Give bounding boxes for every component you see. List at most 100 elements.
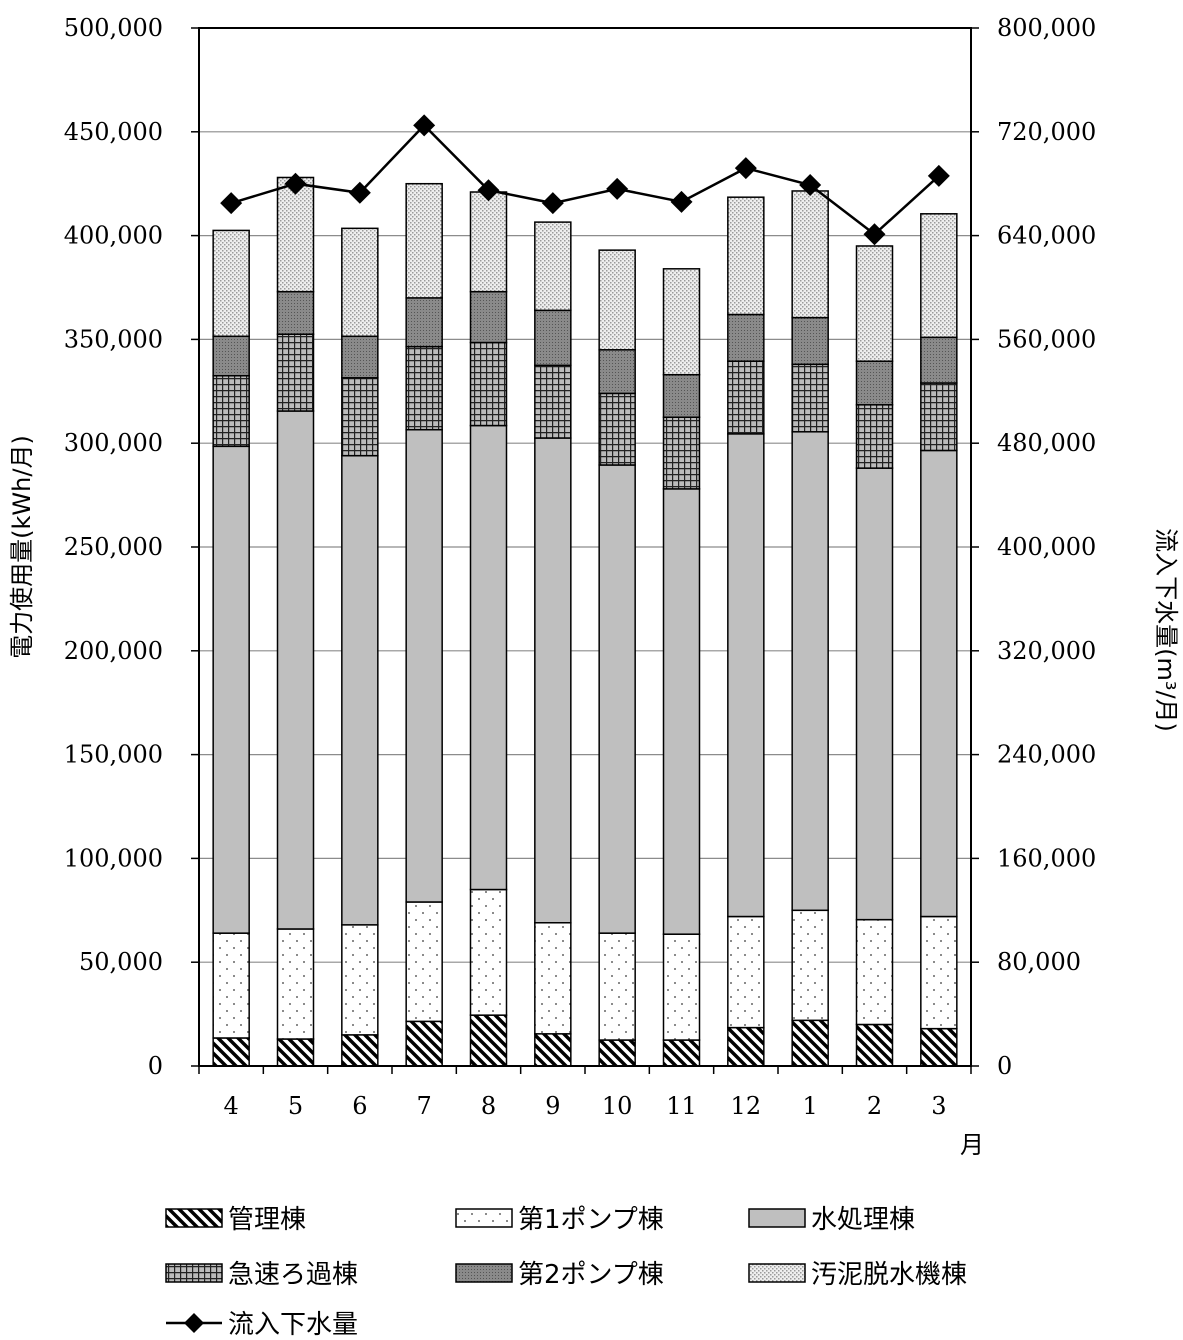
bar-segment (405, 297, 443, 348)
bar-segment (212, 229, 250, 338)
bar-segment (920, 336, 958, 384)
stacked-bars (212, 176, 958, 1067)
bar-segment (598, 392, 636, 466)
line-point (606, 177, 629, 200)
x-tick-label: 7 (417, 1092, 432, 1120)
line-point (670, 190, 693, 213)
y-tick-label-left: 350,000 (64, 325, 163, 353)
bar-segment (920, 382, 958, 452)
bar-segment (855, 360, 894, 406)
y-tick-label-right: 480,000 (997, 429, 1096, 457)
bar-segment (341, 377, 379, 457)
bar-segment (662, 268, 701, 376)
line-point (799, 173, 822, 196)
bar-segment (469, 424, 508, 891)
bar-segment (212, 932, 250, 1039)
y-tick-label-left: 150,000 (64, 741, 163, 769)
bar-segment (662, 373, 701, 418)
legend-swatch (165, 1208, 223, 1228)
bar-segment (791, 1019, 829, 1067)
gridlines (199, 131, 971, 963)
bar-segment (727, 433, 765, 918)
bar-segment (405, 182, 443, 299)
x-tick-label: 6 (352, 1092, 367, 1120)
line-point (413, 114, 436, 137)
bar-segment (534, 309, 572, 367)
bar-segment (212, 335, 250, 377)
y-tick-label-left: 100,000 (64, 844, 163, 872)
y-tick-label-right: 720,000 (997, 118, 1096, 146)
y-tick-label-right: 0 (997, 1052, 1012, 1080)
bar-segment (662, 488, 701, 935)
bar-segment (469, 191, 508, 293)
bar-segment (855, 245, 894, 362)
bar-segment (662, 933, 701, 1041)
legend-label: 急速ろ過棟 (228, 1260, 358, 1290)
bar-segment (855, 467, 894, 921)
bar-segment (405, 428, 443, 903)
x-tick-label: 2 (867, 1092, 882, 1120)
y-tick-label-right: 160,000 (997, 844, 1096, 872)
x-tick-label: 3 (931, 1092, 946, 1120)
bar-segment (662, 1039, 701, 1067)
y-axis-title-right: 流入下水量(m³/月) (1152, 528, 1180, 732)
bar-segment (534, 221, 572, 312)
x-tick-label: 8 (481, 1092, 496, 1120)
y-tick-label-left: 400,000 (64, 222, 163, 250)
line-point (734, 157, 757, 180)
bar-segment (791, 190, 829, 319)
bar-segment (534, 1033, 572, 1067)
axis-ticks: 0 0 50,000 80,000 100,000 160,000 150,000 240,0… (64, 14, 1097, 1120)
bar-segment (341, 1034, 379, 1067)
y-axis-title-left: 電力使用量(kWh/月) (8, 435, 36, 659)
x-tick-label: 10 (602, 1092, 633, 1120)
bar-segment (727, 915, 765, 1029)
bar-segment (469, 341, 508, 427)
y-tick-label-right: 80,000 (997, 948, 1081, 976)
line-point (863, 223, 886, 246)
bar-segment (855, 918, 894, 1026)
bar-segment (855, 404, 894, 469)
legend-line-marker (184, 1313, 204, 1333)
bar-segment (405, 345, 443, 431)
bar-segment (469, 888, 508, 1016)
bar-segment (855, 1023, 894, 1067)
y-tick-label-left: 300,000 (64, 429, 163, 457)
bar-segment (598, 932, 636, 1041)
line-point (220, 192, 243, 215)
line-series-path (230, 123, 940, 236)
x-tick-label: 9 (545, 1092, 560, 1120)
y-tick-label-right: 560,000 (997, 325, 1096, 353)
legend-label: 管理棟 (228, 1205, 306, 1235)
line-point (927, 164, 950, 187)
bar-segment (276, 1038, 315, 1067)
bar-segment (212, 445, 250, 934)
legend-swatch (455, 1208, 513, 1228)
bar-segment (405, 1020, 443, 1067)
x-tick-label: 4 (224, 1092, 239, 1120)
bar-segment (727, 1026, 765, 1067)
bar-segment (212, 1037, 250, 1067)
bar-segment (212, 374, 250, 448)
y-tick-label-left: 0 (148, 1052, 163, 1080)
bar-segment (341, 335, 379, 379)
y-tick-label-right: 800,000 (997, 14, 1096, 42)
bar-segment (276, 333, 315, 412)
bar-segment (276, 410, 315, 930)
x-tick-label: 12 (731, 1092, 762, 1120)
bar-segment (598, 1039, 636, 1067)
line-point (477, 179, 500, 202)
y-tick-label-left: 500,000 (64, 14, 163, 42)
bar-segment (598, 349, 636, 395)
legend-swatch (748, 1208, 806, 1228)
bar-segment (791, 431, 829, 912)
legend-swatch (455, 1263, 513, 1283)
bar-segment (662, 416, 701, 490)
bar-segment (920, 915, 958, 1030)
bar-segment (341, 924, 379, 1036)
y-tick-label-right: 640,000 (997, 222, 1096, 250)
bar-segment (469, 1014, 508, 1067)
x-tick-label: 5 (288, 1092, 303, 1120)
legend-label: 水処理棟 (811, 1205, 915, 1235)
